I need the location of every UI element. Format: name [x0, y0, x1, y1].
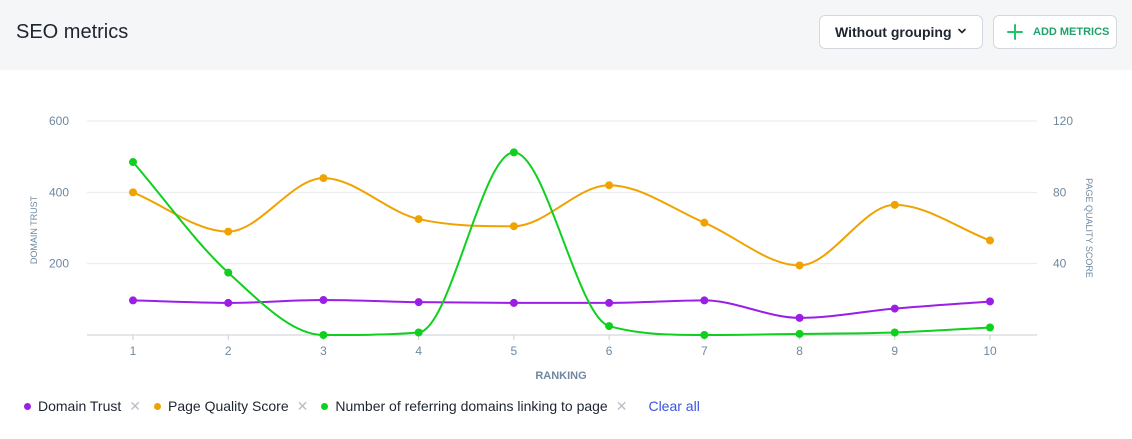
series-3: [129, 148, 994, 339]
data-point[interactable]: [986, 236, 994, 245]
x-tick-label: 9: [891, 344, 898, 358]
legend-dot: [24, 402, 31, 410]
remove-icon[interactable]: ✕: [615, 397, 628, 414]
y-axis-left-label: DOMAIN TRUST: [29, 195, 39, 264]
data-point[interactable]: [414, 215, 423, 224]
x-tick-label: 10: [983, 344, 997, 358]
data-point[interactable]: [890, 304, 899, 313]
legend-label: Domain Trust: [38, 398, 122, 414]
legend-dot: [321, 402, 329, 410]
data-point[interactable]: [605, 298, 614, 307]
legend-dot: [153, 402, 161, 410]
grid-lines: [87, 120, 1037, 336]
data-point[interactable]: [319, 296, 328, 305]
series-line: [132, 299, 991, 319]
x-tick-label: 2: [225, 344, 232, 358]
data-point[interactable]: [700, 296, 709, 305]
legend: Domain Trust ✕ Page Quality Score ✕ Numb…: [24, 396, 700, 416]
x-tick-label: 7: [701, 344, 708, 358]
series-line: [132, 177, 991, 267]
y-right-tick-label: 80: [1053, 185, 1067, 199]
x-tick-label: 8: [796, 344, 803, 358]
data-point[interactable]: [795, 313, 804, 322]
data-point[interactable]: [509, 298, 518, 307]
add-metrics-label: ADD METRICS: [1033, 26, 1110, 38]
plus-icon: [1007, 24, 1023, 40]
page-title: SEO metrics: [16, 21, 129, 43]
legend-item-page-quality-score[interactable]: Page Quality Score ✕: [153, 397, 321, 415]
data-point[interactable]: [319, 174, 328, 183]
series-group: [129, 148, 994, 339]
y-right-tick-label: 40: [1053, 257, 1067, 271]
data-point[interactable]: [986, 297, 994, 306]
data-point[interactable]: [224, 298, 233, 307]
data-point[interactable]: [509, 148, 518, 157]
clear-all-link[interactable]: Clear all: [648, 398, 700, 414]
legend-item-domain-trust[interactable]: Domain Trust ✕: [24, 398, 154, 415]
data-point[interactable]: [605, 181, 614, 190]
remove-icon[interactable]: ✕: [129, 397, 141, 414]
grouping-label: Without grouping: [835, 24, 952, 40]
series-line: [132, 151, 991, 336]
data-point[interactable]: [319, 331, 328, 339]
x-tick-label: 1: [130, 344, 137, 358]
x-tick-label: 4: [415, 344, 422, 358]
y-left-tick-label: 200: [49, 257, 69, 271]
data-point[interactable]: [700, 331, 709, 339]
data-point[interactable]: [129, 296, 137, 305]
data-point[interactable]: [224, 227, 233, 236]
data-point[interactable]: [414, 298, 423, 307]
data-point[interactable]: [414, 328, 423, 337]
x-tick-label: 5: [511, 344, 518, 358]
y-axis-right-label: PAGE QUALITY SCORE: [1084, 178, 1094, 278]
data-point[interactable]: [890, 200, 899, 209]
seo-metrics-chart: 200 400 600 40 80 120 1 2 3 4 5 6 7 8 9 10 DOMAIN TRUST…: [29, 114, 1094, 382]
x-tick-label: 6: [606, 344, 613, 358]
data-point[interactable]: [605, 322, 614, 331]
data-point[interactable]: [795, 329, 804, 338]
y-right-tick-label: 120: [1053, 114, 1073, 128]
series-1: [129, 296, 994, 322]
remove-icon[interactable]: ✕: [296, 397, 309, 414]
data-point[interactable]: [129, 188, 137, 197]
legend-label: Page Quality Score: [167, 398, 289, 414]
data-point[interactable]: [224, 268, 233, 277]
data-point[interactable]: [890, 328, 899, 337]
y-left-tick-label: 400: [49, 185, 69, 199]
data-point[interactable]: [700, 218, 709, 227]
data-point[interactable]: [986, 323, 994, 332]
grouping-dropdown[interactable]: Without grouping: [819, 15, 983, 49]
chevron-down-icon: [958, 28, 966, 34]
x-tick-label: 3: [320, 344, 327, 358]
legend-label: Number of referring domains linking to p…: [335, 398, 608, 414]
data-point[interactable]: [129, 158, 137, 167]
header-bar: SEO metrics Without grouping ADD METRICS: [0, 0, 1132, 70]
add-metrics-button[interactable]: ADD METRICS: [993, 15, 1117, 49]
series-2: [129, 174, 994, 270]
x-axis-label: RANKING: [535, 370, 586, 382]
legend-item-referring-domains[interactable]: Number of referring domains linking to p…: [321, 398, 640, 415]
axis-ticks: 200 400 600 40 80 120 1 2 3 4 5 6 7 8 9 10: [49, 114, 1073, 358]
data-point[interactable]: [795, 261, 804, 270]
y-left-tick-label: 600: [49, 114, 69, 128]
data-point[interactable]: [509, 222, 518, 231]
